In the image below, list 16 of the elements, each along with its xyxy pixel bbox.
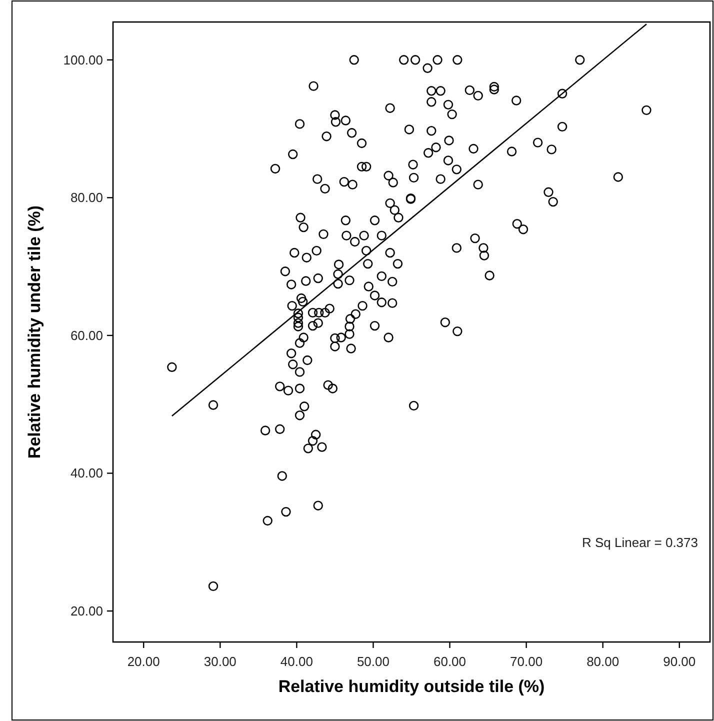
x-tick-label: 50.00 [356, 654, 390, 669]
x-tick-label: 90.00 [663, 654, 696, 669]
y-axis-title: Relative humidity under tile (%) [25, 205, 44, 459]
y-tick-label: 80.00 [70, 190, 103, 206]
x-tick-label: 40.00 [280, 654, 313, 669]
y-tick-label: 60.00 [70, 328, 103, 343]
x-axis-title: Relative humidity outside tile (%) [278, 677, 545, 696]
y-tick-label: 40.00 [70, 466, 103, 481]
x-tick-label: 80.00 [586, 654, 620, 669]
x-tick-label: 20.00 [127, 654, 160, 669]
x-tick-label: 30.00 [204, 654, 236, 669]
x-tick-label: 60.00 [433, 654, 466, 669]
y-tick-label: 20.00 [70, 604, 103, 618]
annotation: R Sq Linear = 0.373 [582, 535, 698, 550]
y-tick-label: 100.00 [63, 52, 103, 68]
x-tick-label: 70.00 [510, 654, 543, 669]
